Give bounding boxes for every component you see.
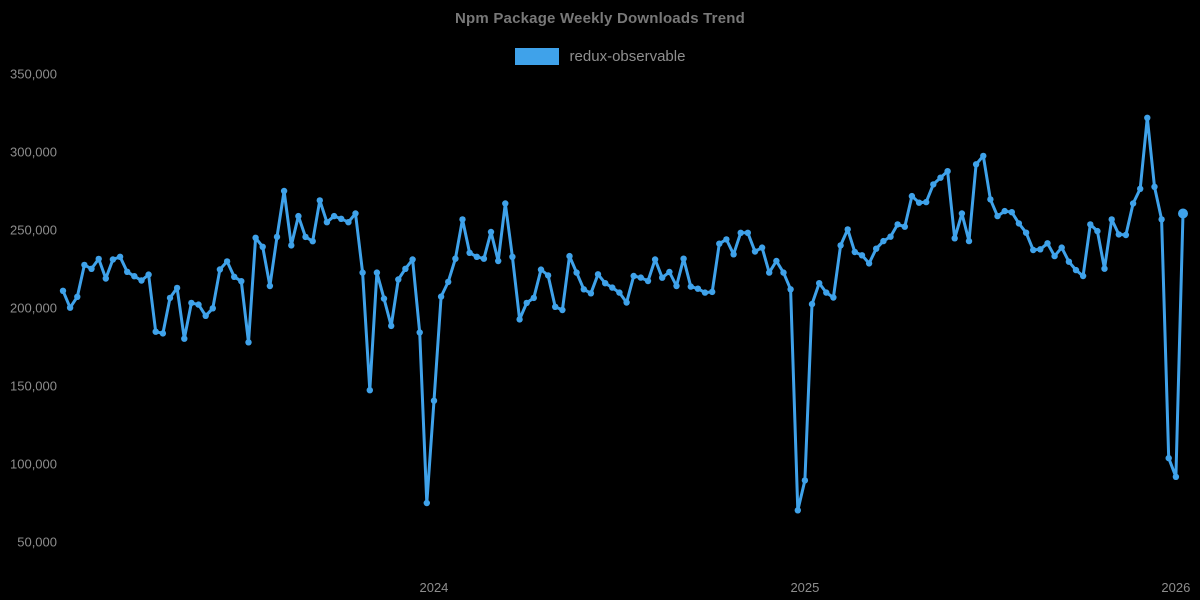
svg-text:150,000: 150,000 [10, 379, 57, 394]
x-axis-labels: 2024 2025 2026 [419, 580, 1190, 595]
svg-text:250,000: 250,000 [10, 223, 57, 238]
svg-text:2025: 2025 [790, 580, 819, 595]
series-points [59, 114, 1188, 514]
svg-text:200,000: 200,000 [10, 301, 57, 316]
legend-swatch[interactable] [514, 48, 559, 65]
series-line [61, 116, 1185, 512]
svg-text:100,000: 100,000 [10, 457, 57, 472]
y-axis-labels: 350,000 300,000 250,000 200,000 150,000 100,0… [10, 67, 57, 550]
svg-text:2026: 2026 [1161, 580, 1190, 595]
chart-title: Npm Package Weekly Downloads Trend [455, 10, 745, 27]
legend[interactable]: redux-observable [0, 48, 1200, 65]
svg-text:2024: 2024 [419, 580, 448, 595]
svg-text:50,000: 50,000 [17, 535, 57, 550]
legend-item-label[interactable]: redux-observable [569, 48, 686, 65]
svg-text:300,000: 300,000 [10, 145, 57, 160]
svg-text:350,000: 350,000 [10, 67, 57, 82]
